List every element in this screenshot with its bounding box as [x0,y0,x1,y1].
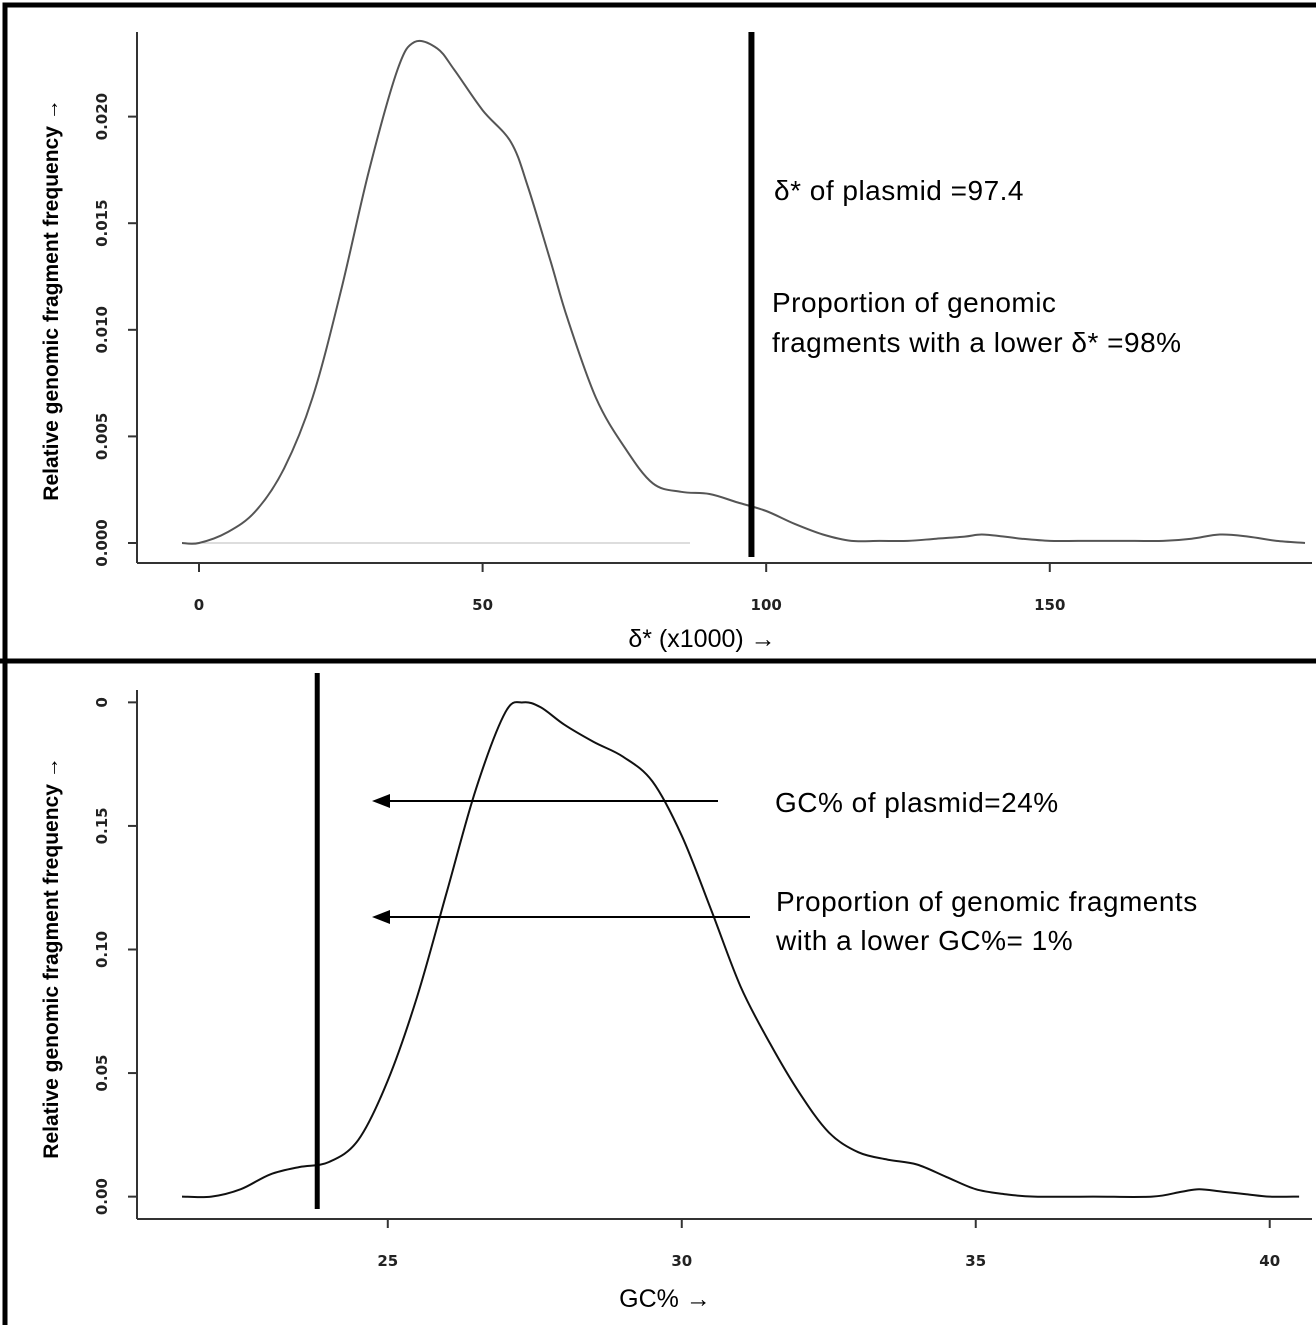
y-tick-label: 0.015 [93,199,111,246]
delta-star-panel: 0.000 0.005 0.010 0.015 0.020 0 50 100 150 Rela… [40,32,1312,653]
x-tick-label: 35 [965,1252,986,1270]
x-tick-label: 150 [1034,596,1065,614]
y-tick-label: 0 [93,697,111,707]
proportion-annotation-line2: with a lower GC%= 1% [775,925,1073,956]
y-tick-label: 0.020 [93,93,111,140]
plasmid-delta-annotation: δ* of plasmid =97.4 [774,175,1024,206]
x-tick-label: 40 [1259,1252,1280,1270]
x-tick-label: 30 [671,1252,692,1270]
proportion-annotation-line2: fragments with a lower δ* =98% [772,327,1182,358]
plasmid-gc-annotation: GC% of plasmid=24% [775,787,1059,818]
proportion-arrow-head [372,910,390,924]
x-ticks: 0 50 100 150 [194,563,1065,614]
y-tick-label: 0.05 [93,1055,111,1092]
x-tick-label: 100 [751,596,782,614]
density-curve [181,701,1300,1199]
y-tick-label: 0.000 [93,519,111,566]
y-tick-label: 0.15 [93,807,111,844]
x-axis-label: δ* (x1000) → [628,625,775,653]
y-tick-label: 0.10 [93,931,111,968]
y-ticks: 0.000 0.005 0.010 0.015 0.020 [93,93,137,567]
proportion-annotation-line1: Proportion of genomic fragments [776,886,1198,917]
y-axis-label: Relative genomic fragment frequency → [40,99,63,500]
x-tick-label: 0 [194,596,204,614]
x-axis-label: GC% → [619,1285,711,1313]
y-axis-label: Relative genomic fragment frequency → [40,757,63,1158]
proportion-annotation-line1: Proportion of genomic [772,287,1056,318]
gc-arrow-head [372,794,390,808]
y-tick-label: 0.00 [93,1178,111,1215]
gc-content-panel: 0.00 0.05 0.10 0.15 0 25 30 35 40 Relative geno… [40,673,1312,1313]
x-ticks: 25 30 35 40 [377,1219,1280,1270]
y-tick-label: 0.010 [93,306,111,353]
y-tick-label: 0.005 [93,413,111,460]
density-curve [181,39,1306,545]
x-tick-label: 25 [377,1252,398,1270]
x-tick-label: 50 [472,596,493,614]
y-ticks: 0.00 0.05 0.10 0.15 0 [93,697,137,1215]
